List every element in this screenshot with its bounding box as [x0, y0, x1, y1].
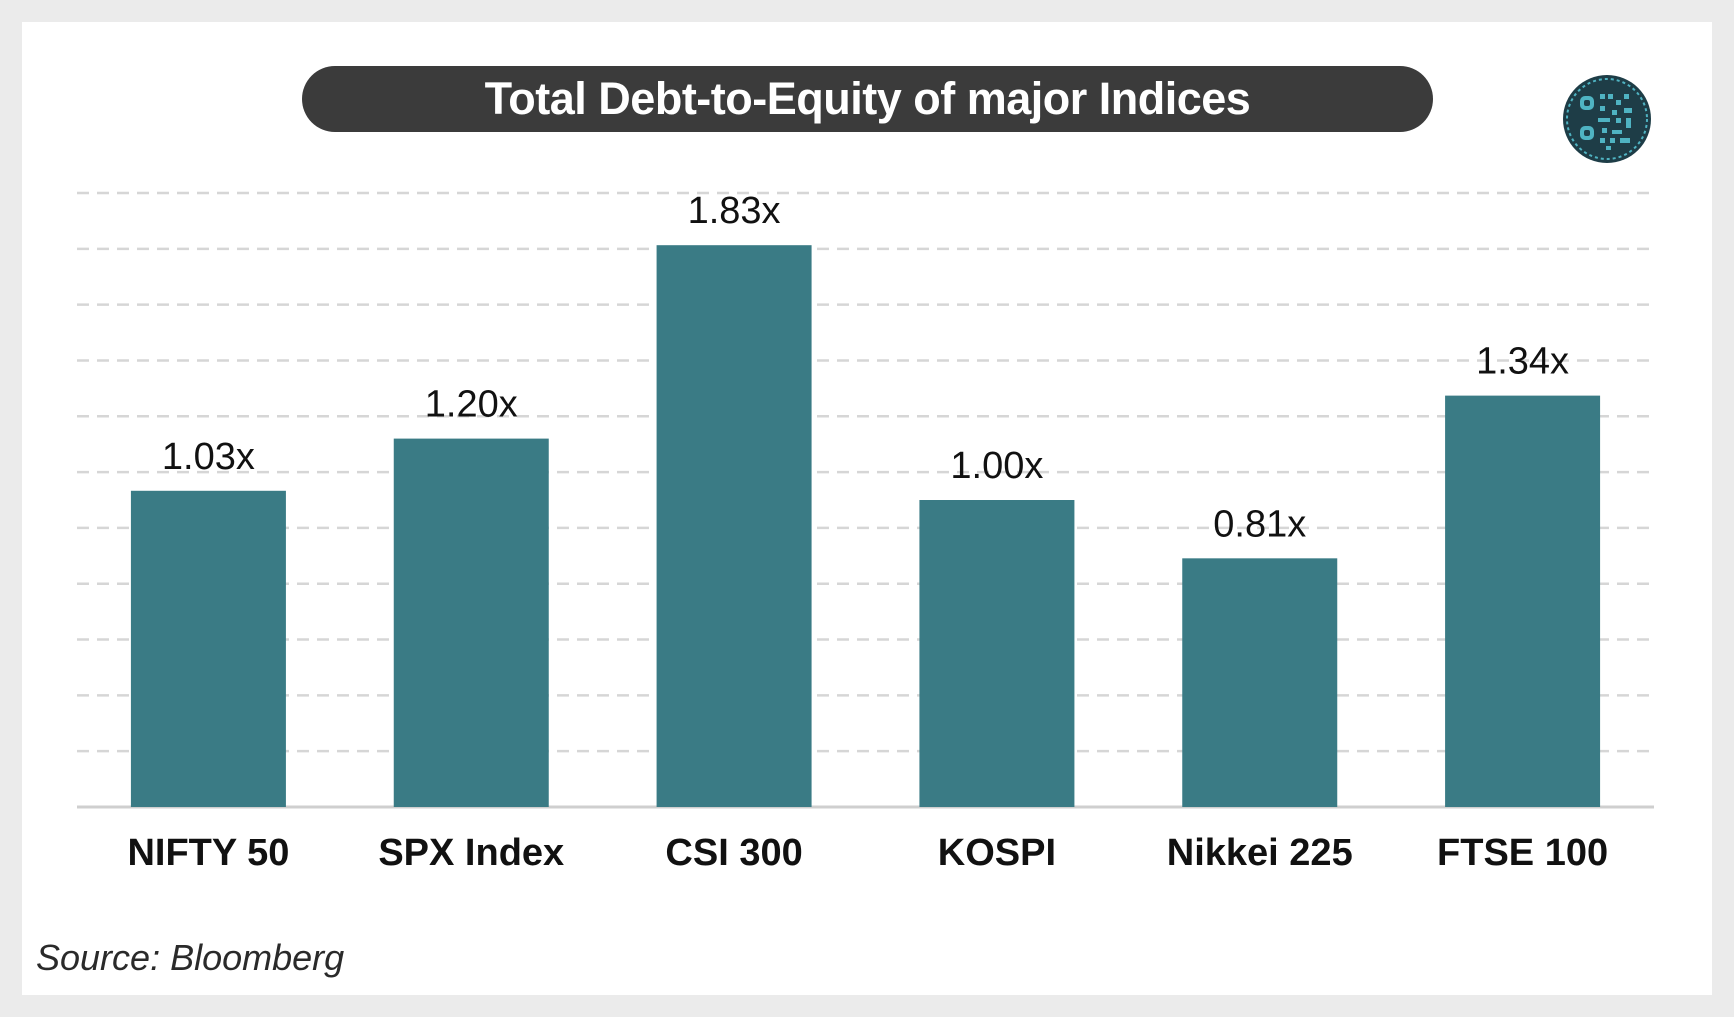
- gridlines: [77, 191, 1654, 753]
- chart-title-banner: Total Debt-to-Equity of major Indices: [302, 66, 1433, 132]
- bar-value-label: 0.81x: [1213, 503, 1306, 545]
- x-tick-label: NIFTY 50: [127, 832, 289, 874]
- bar: [919, 500, 1075, 807]
- x-tick-label: SPX Index: [378, 832, 564, 874]
- bar: [1445, 395, 1601, 807]
- bar: [393, 438, 549, 807]
- x-tick-label: FTSE 100: [1437, 832, 1608, 874]
- x-tick-label: Nikkei 225: [1167, 832, 1353, 874]
- bar: [656, 245, 812, 807]
- bar-value-label: 1.34x: [1476, 341, 1569, 383]
- chart-card: Total Debt-to-Equity of major Indices 1.…: [22, 22, 1712, 995]
- bar-value-label: 1.83x: [688, 190, 781, 232]
- bar-value-label: 1.20x: [425, 384, 518, 426]
- chart-title: Total Debt-to-Equity of major Indices: [484, 73, 1251, 124]
- bar: [1182, 558, 1338, 807]
- source-note: Source: Bloomberg: [36, 937, 345, 978]
- x-tick-label: CSI 300: [665, 832, 802, 874]
- bar-chart: 1.03x NIFTY 50 1.20x SPX Index 1.83x CSI 300 1…: [77, 190, 1654, 874]
- bar-value-label: 1.03x: [162, 436, 255, 478]
- x-tick-label: KOSPI: [938, 832, 1056, 874]
- circuit-logo-icon: [1563, 75, 1651, 163]
- bar-value-label: 1.00x: [950, 445, 1043, 487]
- bar: [130, 490, 286, 807]
